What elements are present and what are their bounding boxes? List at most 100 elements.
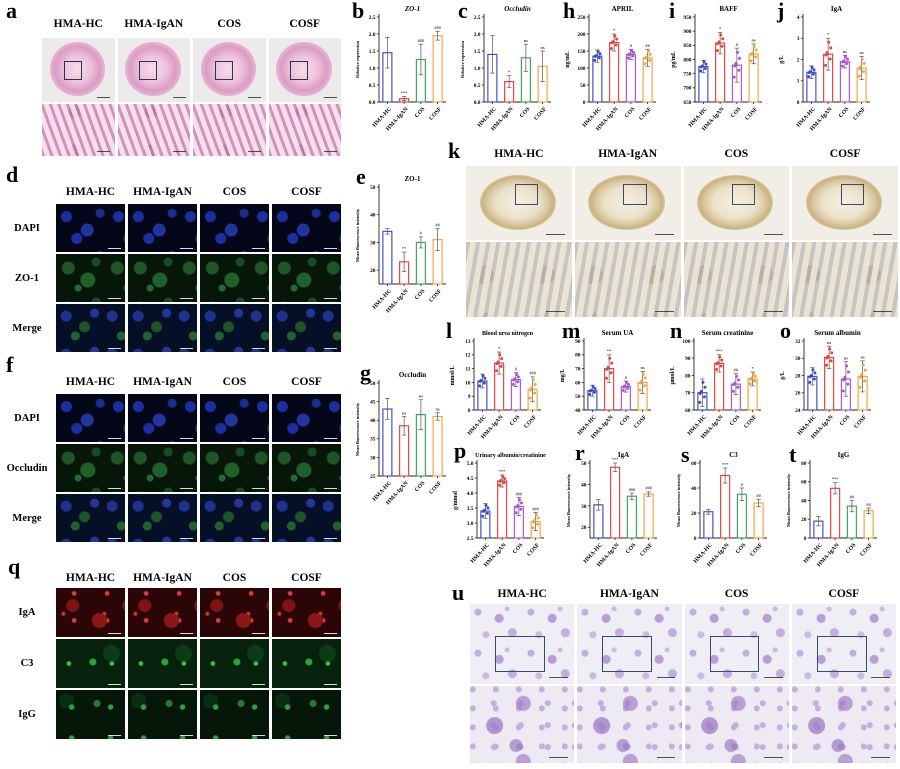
- chart-svg-c: Occludin Relative expression 0.0 0.5 1.0 1.5 2…: [460, 5, 551, 132]
- y-tick: 800: [683, 57, 691, 63]
- panel-letter-o: o: [780, 318, 791, 343]
- significance-t-COSF: ##: [866, 502, 871, 507]
- micrograph-a-he-zoom-1: [117, 104, 190, 156]
- data-point: [844, 364, 848, 368]
- data-point: [638, 388, 642, 392]
- micrograph-u-pas-zoom-0: [470, 686, 575, 763]
- micrograph-u-pas-overview-1: [577, 604, 682, 684]
- y-axis-label-h: ng/mL: [565, 51, 571, 68]
- data-point: [825, 363, 829, 367]
- micrograph-u-pas-zoom-3: [791, 686, 896, 763]
- data-point: [840, 64, 844, 68]
- chart-svg-h: APRILng/mL050100150200250HMA-HC*HMA-IgAN…: [565, 5, 656, 132]
- data-point: [481, 509, 485, 513]
- micrograph-q-C3-2: [200, 639, 269, 688]
- data-point: [502, 481, 506, 485]
- y-tick: 35: [370, 437, 376, 443]
- data-point: [481, 514, 485, 518]
- chart-g: Occludin Mean fluorescence intensity 25 30 3…: [352, 368, 452, 520]
- significance-g-COSF: ns: [436, 407, 440, 412]
- data-point: [754, 55, 758, 59]
- row-label-q-1: C3: [20, 658, 34, 669]
- y-tick: 20: [370, 268, 376, 274]
- x-tick-g-COS: COS: [414, 480, 426, 493]
- micrograph-a-he-overview-0: [42, 38, 115, 102]
- x-tick-m-COSF: COSF: [633, 414, 648, 430]
- data-point: [733, 64, 737, 68]
- data-point: [715, 367, 719, 371]
- data-point: [519, 501, 523, 505]
- scale-bar: [248, 96, 262, 98]
- scale-bar: [323, 96, 337, 98]
- y-axis-label-s: Mean fluorescence intensity: [676, 473, 681, 527]
- data-point: [615, 37, 619, 41]
- data-point: [528, 396, 532, 400]
- chart-e: ZO-1 Mean fluorescence intensity 20 30 40 50 H…: [352, 172, 452, 328]
- bar-e-HMA-HC: [382, 230, 393, 285]
- significance-j-COSF: ns: [860, 50, 864, 55]
- chart-title-c: Occludin: [504, 5, 531, 13]
- chart-i: BAFF pg/mL 650 700 750 800 850 900 950 HMA-HC * HMA…: [668, 2, 768, 146]
- micrograph-q-IgG-0: [56, 690, 125, 739]
- row-label-f-0: DAPI: [14, 412, 40, 424]
- panel-letter-t: t: [789, 442, 797, 467]
- y-tick: 60: [691, 461, 697, 467]
- x-tick-l-COSF: COSF: [523, 414, 538, 430]
- group-label-d-2: COS: [222, 186, 247, 198]
- panel-letter-q: q: [8, 554, 21, 579]
- y-tick: 25: [370, 474, 376, 480]
- chart-title-r: IgA: [618, 451, 629, 459]
- y-tick: 1: [797, 79, 800, 85]
- data-point: [621, 388, 625, 392]
- data-point: [631, 50, 635, 54]
- scale-bar: [871, 756, 890, 758]
- micrograph-d-Merge-2: [200, 304, 269, 352]
- data-point: [626, 382, 630, 386]
- data-point: [749, 52, 753, 56]
- y-tick: 100: [682, 339, 690, 345]
- data-point: [857, 67, 861, 71]
- micrograph-u-pas-zoom-1: [577, 686, 682, 763]
- x-tick-i-COSF: COSF: [744, 106, 759, 122]
- x-tick-c-COSF: COSF: [533, 106, 548, 122]
- y-tick: 50: [370, 185, 376, 191]
- data-point: [825, 51, 829, 55]
- data-point: [734, 61, 738, 65]
- data-point: [531, 520, 535, 524]
- data-point: [498, 353, 502, 357]
- y-tick: 40: [801, 498, 807, 504]
- data-point: [843, 55, 847, 59]
- data-point: [719, 33, 723, 37]
- scale-bar: [180, 487, 193, 489]
- data-point: [698, 391, 702, 395]
- bar-r-COS: [626, 495, 637, 539]
- y-tick: 850: [683, 43, 691, 49]
- group-label-f-2: COS: [222, 376, 247, 388]
- y-tick: 80: [575, 353, 581, 359]
- data-point: [842, 378, 846, 382]
- data-point: [648, 52, 652, 56]
- data-point: [528, 388, 532, 392]
- y-tick: 20: [581, 525, 587, 531]
- scale-bar: [97, 96, 111, 98]
- y-tick: 5.0: [467, 461, 474, 467]
- scale-bar: [180, 297, 193, 299]
- y-tick: 4: [797, 15, 800, 21]
- chart-title-o: Serum albumin: [814, 329, 861, 337]
- chart-svg-b: ZO-1 Relative expression 0.0 0.5 1.0 1.5 2.0 2.…: [355, 5, 446, 132]
- y-tick: 650: [683, 100, 691, 106]
- significance-r-HMA-IgAN: ***: [612, 457, 619, 462]
- data-point: [719, 364, 723, 368]
- y-tick: 50: [575, 394, 581, 400]
- scale-bar: [180, 632, 193, 634]
- scale-bar: [763, 677, 783, 679]
- y-axis-label-p: g/mmol: [453, 491, 459, 510]
- y-tick: 50: [581, 461, 587, 467]
- data-point: [485, 511, 489, 515]
- scale-bar: [324, 537, 337, 539]
- scale-bar: [324, 247, 337, 249]
- x-tick-r-COSF: COSF: [639, 542, 654, 558]
- group-label-u-3: COSF: [828, 588, 860, 600]
- group-label-q-2: COS: [222, 572, 247, 584]
- micrograph-a-he-overview-1: [117, 38, 190, 102]
